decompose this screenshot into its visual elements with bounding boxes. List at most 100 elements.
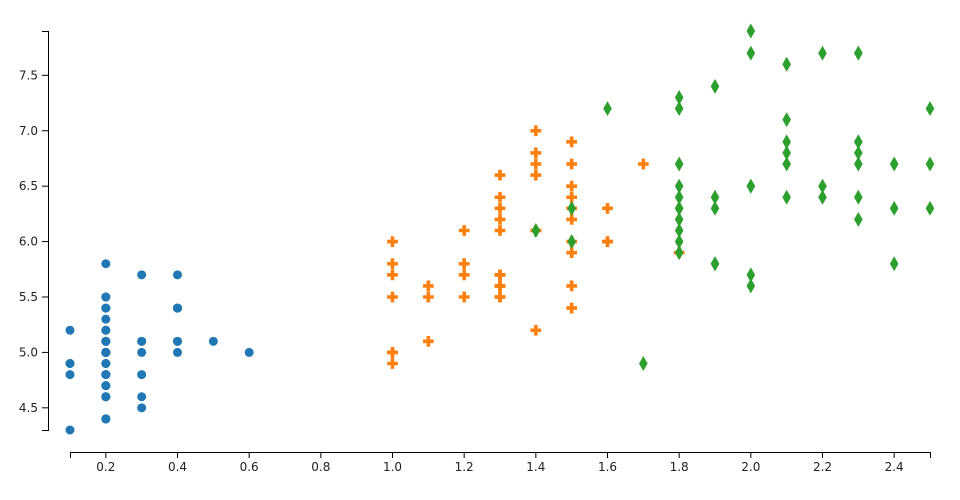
point	[422, 291, 434, 303]
point	[674, 101, 684, 117]
point	[818, 45, 827, 61]
point	[173, 336, 182, 346]
point	[782, 145, 791, 161]
point	[854, 211, 863, 227]
y-tick-label: 6.0	[19, 235, 38, 249]
point	[602, 236, 613, 247]
x-tick-label: 0.4	[168, 460, 187, 474]
x-tick-label: 1.8	[670, 460, 689, 474]
point	[674, 234, 684, 250]
point	[101, 381, 111, 391]
point	[137, 403, 147, 413]
x-tick-label: 1.4	[526, 460, 545, 474]
point	[746, 178, 756, 194]
point	[782, 56, 791, 72]
point	[422, 280, 434, 292]
point	[854, 134, 863, 150]
point	[567, 200, 576, 216]
point	[854, 45, 863, 61]
point	[458, 291, 470, 303]
y-tick-label: 6.5	[19, 179, 38, 193]
point	[458, 269, 470, 281]
point	[494, 269, 506, 281]
point	[65, 359, 75, 368]
point	[710, 256, 720, 272]
point	[818, 189, 827, 205]
point	[746, 278, 756, 294]
point	[101, 259, 111, 269]
point	[710, 78, 720, 94]
point	[925, 101, 935, 117]
x-tick-label: 0.8	[311, 460, 330, 474]
point	[458, 225, 470, 236]
point	[531, 223, 541, 238]
point	[101, 392, 111, 402]
point	[137, 392, 147, 402]
point	[782, 156, 791, 172]
point	[889, 256, 899, 272]
point	[674, 178, 684, 194]
y-tick-label: 4.5	[19, 401, 38, 415]
x-tick-label: 0.6	[240, 460, 259, 474]
point	[494, 214, 506, 225]
point	[889, 156, 899, 172]
point	[566, 180, 578, 192]
x-tick-label: 2.0	[741, 460, 760, 474]
point	[101, 370, 111, 380]
point	[674, 189, 684, 205]
y-tick-label: 5.5	[19, 290, 38, 304]
point	[530, 158, 542, 170]
point	[494, 280, 506, 292]
point	[208, 336, 218, 346]
point	[137, 336, 147, 346]
point	[494, 202, 506, 214]
point	[710, 200, 720, 216]
point	[637, 158, 649, 170]
point	[137, 370, 147, 380]
point	[101, 359, 111, 368]
point	[566, 280, 578, 292]
point	[458, 258, 470, 270]
point	[639, 356, 648, 371]
point	[137, 270, 147, 280]
point	[101, 336, 111, 346]
point	[602, 202, 613, 214]
point	[530, 169, 542, 181]
point	[173, 270, 182, 280]
point	[387, 347, 398, 358]
point	[65, 425, 75, 435]
point	[674, 245, 684, 261]
point	[889, 200, 899, 216]
x-tick-label: 1.0	[383, 460, 402, 474]
point	[530, 324, 542, 336]
point	[387, 358, 398, 369]
point	[674, 200, 684, 216]
point	[494, 291, 506, 303]
point	[530, 147, 542, 159]
point	[101, 325, 111, 335]
point	[603, 101, 612, 117]
point	[746, 23, 756, 39]
point	[854, 145, 863, 161]
x-tick-label: 2.2	[813, 460, 832, 474]
point	[387, 269, 398, 281]
point	[137, 347, 147, 357]
point	[387, 258, 398, 270]
point	[782, 112, 791, 128]
x-axis-line	[70, 452, 931, 458]
point	[244, 347, 254, 357]
point	[422, 335, 434, 347]
point	[746, 267, 756, 283]
point	[387, 291, 398, 303]
y-tick-label: 7.0	[19, 124, 38, 138]
x-tick-label: 0.2	[96, 460, 115, 474]
point	[65, 325, 75, 335]
point	[101, 292, 111, 302]
x-tick-label: 1.2	[455, 460, 474, 474]
point	[101, 314, 111, 324]
point	[854, 189, 863, 205]
point	[925, 156, 935, 172]
point	[387, 236, 398, 247]
point	[494, 169, 506, 181]
